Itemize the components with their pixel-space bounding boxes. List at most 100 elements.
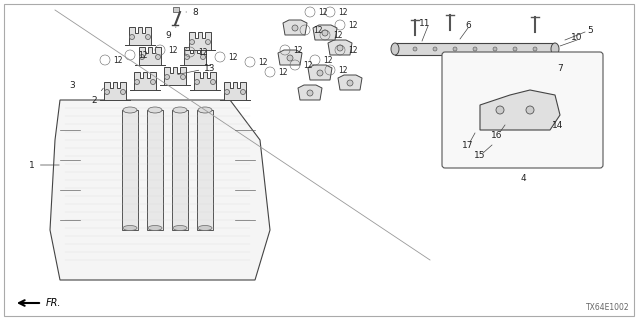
Text: 12: 12 [348,45,358,54]
Text: 15: 15 [474,150,486,159]
Circle shape [337,45,343,51]
Text: 1: 1 [29,161,60,170]
Polygon shape [278,50,302,65]
Text: 12: 12 [303,60,312,69]
Ellipse shape [123,107,137,113]
Text: 12: 12 [113,55,122,65]
Circle shape [317,70,323,76]
Polygon shape [220,82,250,100]
Circle shape [164,75,170,79]
Ellipse shape [173,107,187,113]
Text: 5: 5 [587,26,593,35]
Text: 14: 14 [552,121,564,130]
Circle shape [307,90,313,96]
Ellipse shape [148,107,162,113]
Polygon shape [50,100,270,280]
Bar [197,110,213,230]
Text: 13: 13 [178,63,216,75]
Text: 12: 12 [278,68,287,76]
Circle shape [322,30,328,36]
Polygon shape [130,72,160,90]
Circle shape [473,47,477,51]
Polygon shape [135,47,165,65]
Text: 3: 3 [69,81,75,90]
Circle shape [287,55,293,61]
Text: 12: 12 [313,26,323,35]
Text: 12: 12 [318,7,328,17]
Circle shape [184,54,189,60]
Bar [172,110,188,230]
Circle shape [195,79,200,84]
Circle shape [180,75,186,79]
Text: 12: 12 [333,30,342,39]
Circle shape [120,90,125,94]
Text: 4: 4 [520,173,526,182]
Polygon shape [100,82,130,100]
Text: 16: 16 [492,131,503,140]
Bar [122,110,138,230]
Polygon shape [190,72,220,90]
Circle shape [241,90,246,94]
Text: 11: 11 [419,19,431,28]
Circle shape [140,54,145,60]
Ellipse shape [173,226,187,230]
Text: 12: 12 [138,51,147,60]
Circle shape [189,39,195,44]
Polygon shape [338,75,362,90]
Text: 10: 10 [572,33,583,42]
Circle shape [129,35,134,39]
Text: 2: 2 [91,88,103,105]
Text: 12: 12 [228,52,237,61]
Circle shape [347,80,353,86]
Polygon shape [180,47,210,65]
Circle shape [533,47,537,51]
Polygon shape [328,40,352,55]
Circle shape [413,47,417,51]
Polygon shape [125,27,155,45]
Ellipse shape [123,226,137,230]
Text: 9: 9 [165,27,176,39]
Circle shape [205,39,211,44]
Ellipse shape [148,226,162,230]
Circle shape [526,106,534,114]
Polygon shape [308,65,332,80]
Circle shape [156,54,161,60]
Text: 12: 12 [338,66,348,75]
Polygon shape [160,67,190,85]
Bar [147,110,163,230]
Polygon shape [298,85,322,100]
Circle shape [513,47,517,51]
Text: 12: 12 [348,20,358,29]
Polygon shape [313,25,337,40]
FancyBboxPatch shape [442,52,603,168]
Text: 12: 12 [293,45,303,54]
Circle shape [104,90,109,94]
Text: TX64E1002: TX64E1002 [586,303,630,312]
Circle shape [496,106,504,114]
Text: 12: 12 [198,47,207,57]
Polygon shape [185,32,215,50]
Text: 8: 8 [186,7,198,17]
Text: 7: 7 [557,63,563,73]
Text: 12: 12 [168,45,177,54]
Circle shape [493,47,497,51]
Circle shape [200,54,205,60]
Circle shape [150,79,156,84]
Text: 12: 12 [338,7,348,17]
Text: 12: 12 [323,55,333,65]
Circle shape [453,47,457,51]
Ellipse shape [551,43,559,55]
Polygon shape [480,90,560,130]
Ellipse shape [391,43,399,55]
Circle shape [292,25,298,31]
Circle shape [225,90,230,94]
Ellipse shape [198,107,212,113]
Text: FR.: FR. [46,298,61,308]
Circle shape [145,35,150,39]
Polygon shape [283,20,307,35]
Bar [173,7,179,12]
Ellipse shape [198,226,212,230]
Text: 12: 12 [258,58,268,67]
Circle shape [433,47,437,51]
Text: 17: 17 [462,140,474,149]
